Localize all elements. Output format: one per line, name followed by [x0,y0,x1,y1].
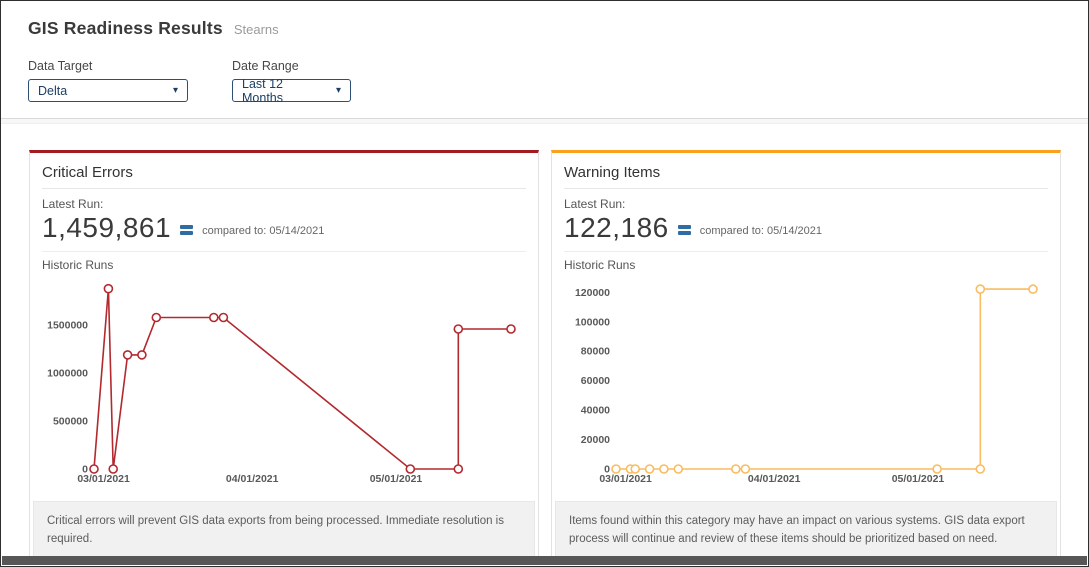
historic-runs-label: Historic Runs [42,258,114,272]
results-panels: Critical Errors Latest Run: 1,459,861 co… [1,124,1088,565]
compared-to-text: compared to: 05/14/2021 [202,224,325,237]
svg-text:1500000: 1500000 [47,320,88,332]
no-change-equals-icon [677,225,691,235]
svg-text:100000: 100000 [575,316,610,328]
card-title: Critical Errors [42,164,526,189]
date-range-select[interactable]: Last 12 Months ▾ [232,76,351,105]
header-divider [1,118,1088,124]
historic-runs-label: Historic Runs [564,258,636,272]
title-row: GIS Readiness Results Stearns [28,18,1062,39]
svg-text:05/01/2021: 05/01/2021 [892,473,945,485]
filter-bar: Data Target Delta ▾ Date Range Last 12 M… [28,59,1062,105]
latest-run-label: Latest Run: [42,197,104,211]
svg-text:03/01/2021: 03/01/2021 [599,473,652,485]
data-target-label: Data Target [28,59,93,73]
latest-run-row: 122,186 compared to: 05/14/2021 [564,212,1048,252]
no-change-equals-icon [180,225,194,235]
svg-text:120000: 120000 [575,287,610,299]
data-target-filter: Data Target Delta ▾ [28,59,188,102]
page-header: GIS Readiness Results Stearns Data Targe… [1,1,1088,105]
svg-text:04/01/2021: 04/01/2021 [748,473,801,485]
svg-text:03/01/2021: 03/01/2021 [77,473,130,485]
critical-errors-footer-note: Critical errors will prevent GIS data ex… [33,501,535,561]
svg-text:500000: 500000 [53,416,88,428]
card-title: Warning Items [564,164,1048,189]
compared-to-text: compared to: 05/14/2021 [699,224,823,237]
svg-text:05/01/2021: 05/01/2021 [370,473,423,485]
svg-text:60000: 60000 [581,375,610,387]
svg-text:04/01/2021: 04/01/2021 [226,473,279,485]
latest-run-value: 1,459,861 [42,212,172,243]
latest-run-label: Latest Run: [564,197,626,211]
chevron-down-icon: ▾ [335,84,341,96]
page-subtitle: Stearns [233,22,279,37]
data-target-select[interactable]: Delta ▾ [28,79,188,102]
critical-errors-card: Critical Errors Latest Run: 1,459,861 co… [29,150,539,565]
critical-errors-card-body: Critical Errors Latest Run: 1,459,861 co… [30,153,538,486]
latest-run-value: 122,186 [564,212,669,243]
latest-run-row: 1,459,861 compared to: 05/14/2021 [42,212,526,252]
warning-items-footer-note: Items found within this category may hav… [555,501,1057,561]
window-bottom-edge [2,556,1087,565]
chevron-down-icon: ▾ [172,84,178,96]
warning-items-card: Warning Items Latest Run: 122,186 compar… [551,150,1061,565]
svg-text:20000: 20000 [581,434,610,446]
data-target-value: Delta [38,83,68,98]
warning-items-card-body: Warning Items Latest Run: 122,186 compar… [552,153,1060,486]
date-range-filter: Date Range Last 12 Months ▾ [232,59,351,105]
date-range-label: Date Range [232,59,299,73]
warning-items-chart: 0 20000 40000 60000 80000 100000 120000 03/01/2… [575,284,1038,485]
svg-text:0: 0 [604,464,610,476]
svg-text:80000: 80000 [581,346,610,358]
svg-text:0: 0 [82,464,88,476]
svg-text:1000000: 1000000 [47,368,88,380]
svg-text:40000: 40000 [581,405,610,417]
date-range-value: Last 12 Months [242,76,284,105]
page-title: GIS Readiness Results [28,18,223,38]
critical-errors-chart: 0 500000 1000000 1500000 03/01/2021 04/01/202… [47,283,516,485]
